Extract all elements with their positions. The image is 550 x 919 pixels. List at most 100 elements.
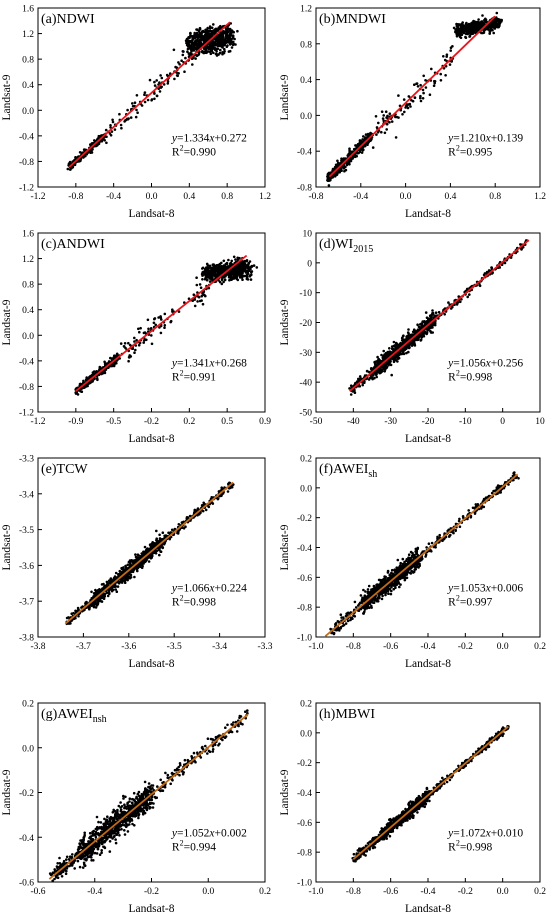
x-tick-label: 0.5 <box>221 417 233 427</box>
data-point <box>196 300 199 303</box>
x-axis-label: Landsat-8 <box>405 433 451 445</box>
data-point <box>181 53 185 57</box>
data-point <box>471 32 475 35</box>
y-tick-label: 0.8 <box>22 56 34 66</box>
data-point <box>413 96 417 99</box>
data-point <box>111 118 114 122</box>
x-tick-label: 0.8 <box>221 192 233 202</box>
data-point <box>158 533 161 537</box>
data-point <box>184 56 187 60</box>
data-point <box>78 151 82 154</box>
data-point <box>238 276 242 279</box>
y-tick-label: -3.5 <box>19 526 34 536</box>
data-point <box>74 156 77 159</box>
x-axis-label: Landsat-8 <box>129 433 175 445</box>
data-point <box>235 277 239 281</box>
data-point <box>163 324 167 327</box>
data-point <box>74 609 77 613</box>
data-point <box>142 331 146 335</box>
data-point <box>361 148 365 152</box>
data-point <box>428 325 432 328</box>
data-point <box>153 97 156 101</box>
data-point <box>399 352 403 356</box>
data-point <box>201 302 205 306</box>
data-point <box>236 29 239 33</box>
data-point <box>159 550 162 553</box>
y-tick-label: 0.8 <box>300 40 312 50</box>
data-point <box>468 293 471 296</box>
scatter-panel: -1.2 -0.8 -0.4 0.0 0.4 0.8 1.2-1.2-0.8-0.40.00… <box>1 5 271 221</box>
data-point <box>146 318 150 322</box>
data-point <box>386 114 389 118</box>
x-tick-label: 0.4 <box>444 192 456 202</box>
data-point <box>240 273 243 277</box>
data-point <box>220 282 224 286</box>
y-tick-label: 0.4 <box>300 76 312 86</box>
data-point <box>354 155 357 159</box>
data-point <box>224 40 228 44</box>
y-tick-label: -0.8 <box>19 383 34 393</box>
data-point <box>128 576 132 580</box>
data-point <box>382 366 385 370</box>
data-point <box>369 367 373 370</box>
data-point <box>388 350 391 354</box>
data-point <box>212 264 216 268</box>
data-point <box>150 342 154 346</box>
data-point <box>216 47 220 50</box>
data-point <box>376 362 379 366</box>
data-point <box>379 371 382 375</box>
data-point <box>229 262 233 266</box>
data-point <box>207 271 210 275</box>
data-point <box>147 327 150 331</box>
data-point <box>137 343 141 347</box>
data-point <box>242 260 246 263</box>
data-point <box>407 350 410 354</box>
data-point <box>210 270 213 273</box>
data-point <box>469 27 472 31</box>
data-point <box>237 269 241 273</box>
data-point <box>403 110 406 114</box>
data-point <box>401 113 404 116</box>
y-axis-label: Landsat-9 <box>279 299 291 345</box>
data-point <box>201 273 205 276</box>
data-point <box>211 267 214 271</box>
data-point <box>217 53 220 56</box>
data-point <box>495 11 499 15</box>
data-point <box>196 35 199 39</box>
data-point <box>191 63 194 66</box>
data-point <box>222 259 226 263</box>
data-point <box>203 39 207 42</box>
data-point <box>408 102 412 106</box>
data-point <box>348 163 351 166</box>
data-point <box>160 76 164 80</box>
data-point <box>186 47 190 51</box>
data-point <box>419 99 423 103</box>
data-point <box>210 49 214 53</box>
data-point <box>159 331 163 335</box>
data-point <box>188 36 191 39</box>
data-point <box>422 91 425 95</box>
data-point <box>224 262 228 266</box>
y-tick-label: 1.6 <box>22 230 34 240</box>
data-point <box>141 562 144 565</box>
data-point <box>228 273 232 276</box>
x-tick-label: -0.8 <box>308 192 323 202</box>
data-point <box>153 92 156 95</box>
y-tick-label: 0.4 <box>22 306 34 316</box>
data-point <box>422 335 426 338</box>
data-point <box>176 74 179 78</box>
x-tick-label: -40 <box>347 417 360 427</box>
data-point <box>358 385 362 388</box>
data-point <box>375 375 379 379</box>
data-point <box>483 19 487 23</box>
data-point <box>380 110 384 113</box>
data-point <box>163 312 167 316</box>
data-point <box>489 26 493 30</box>
data-point <box>68 160 72 164</box>
data-point <box>104 128 108 132</box>
data-point <box>358 150 362 154</box>
data-point <box>120 126 123 130</box>
x-tick-label: -30 <box>384 417 397 427</box>
data-point <box>374 115 378 118</box>
data-point <box>448 63 452 66</box>
